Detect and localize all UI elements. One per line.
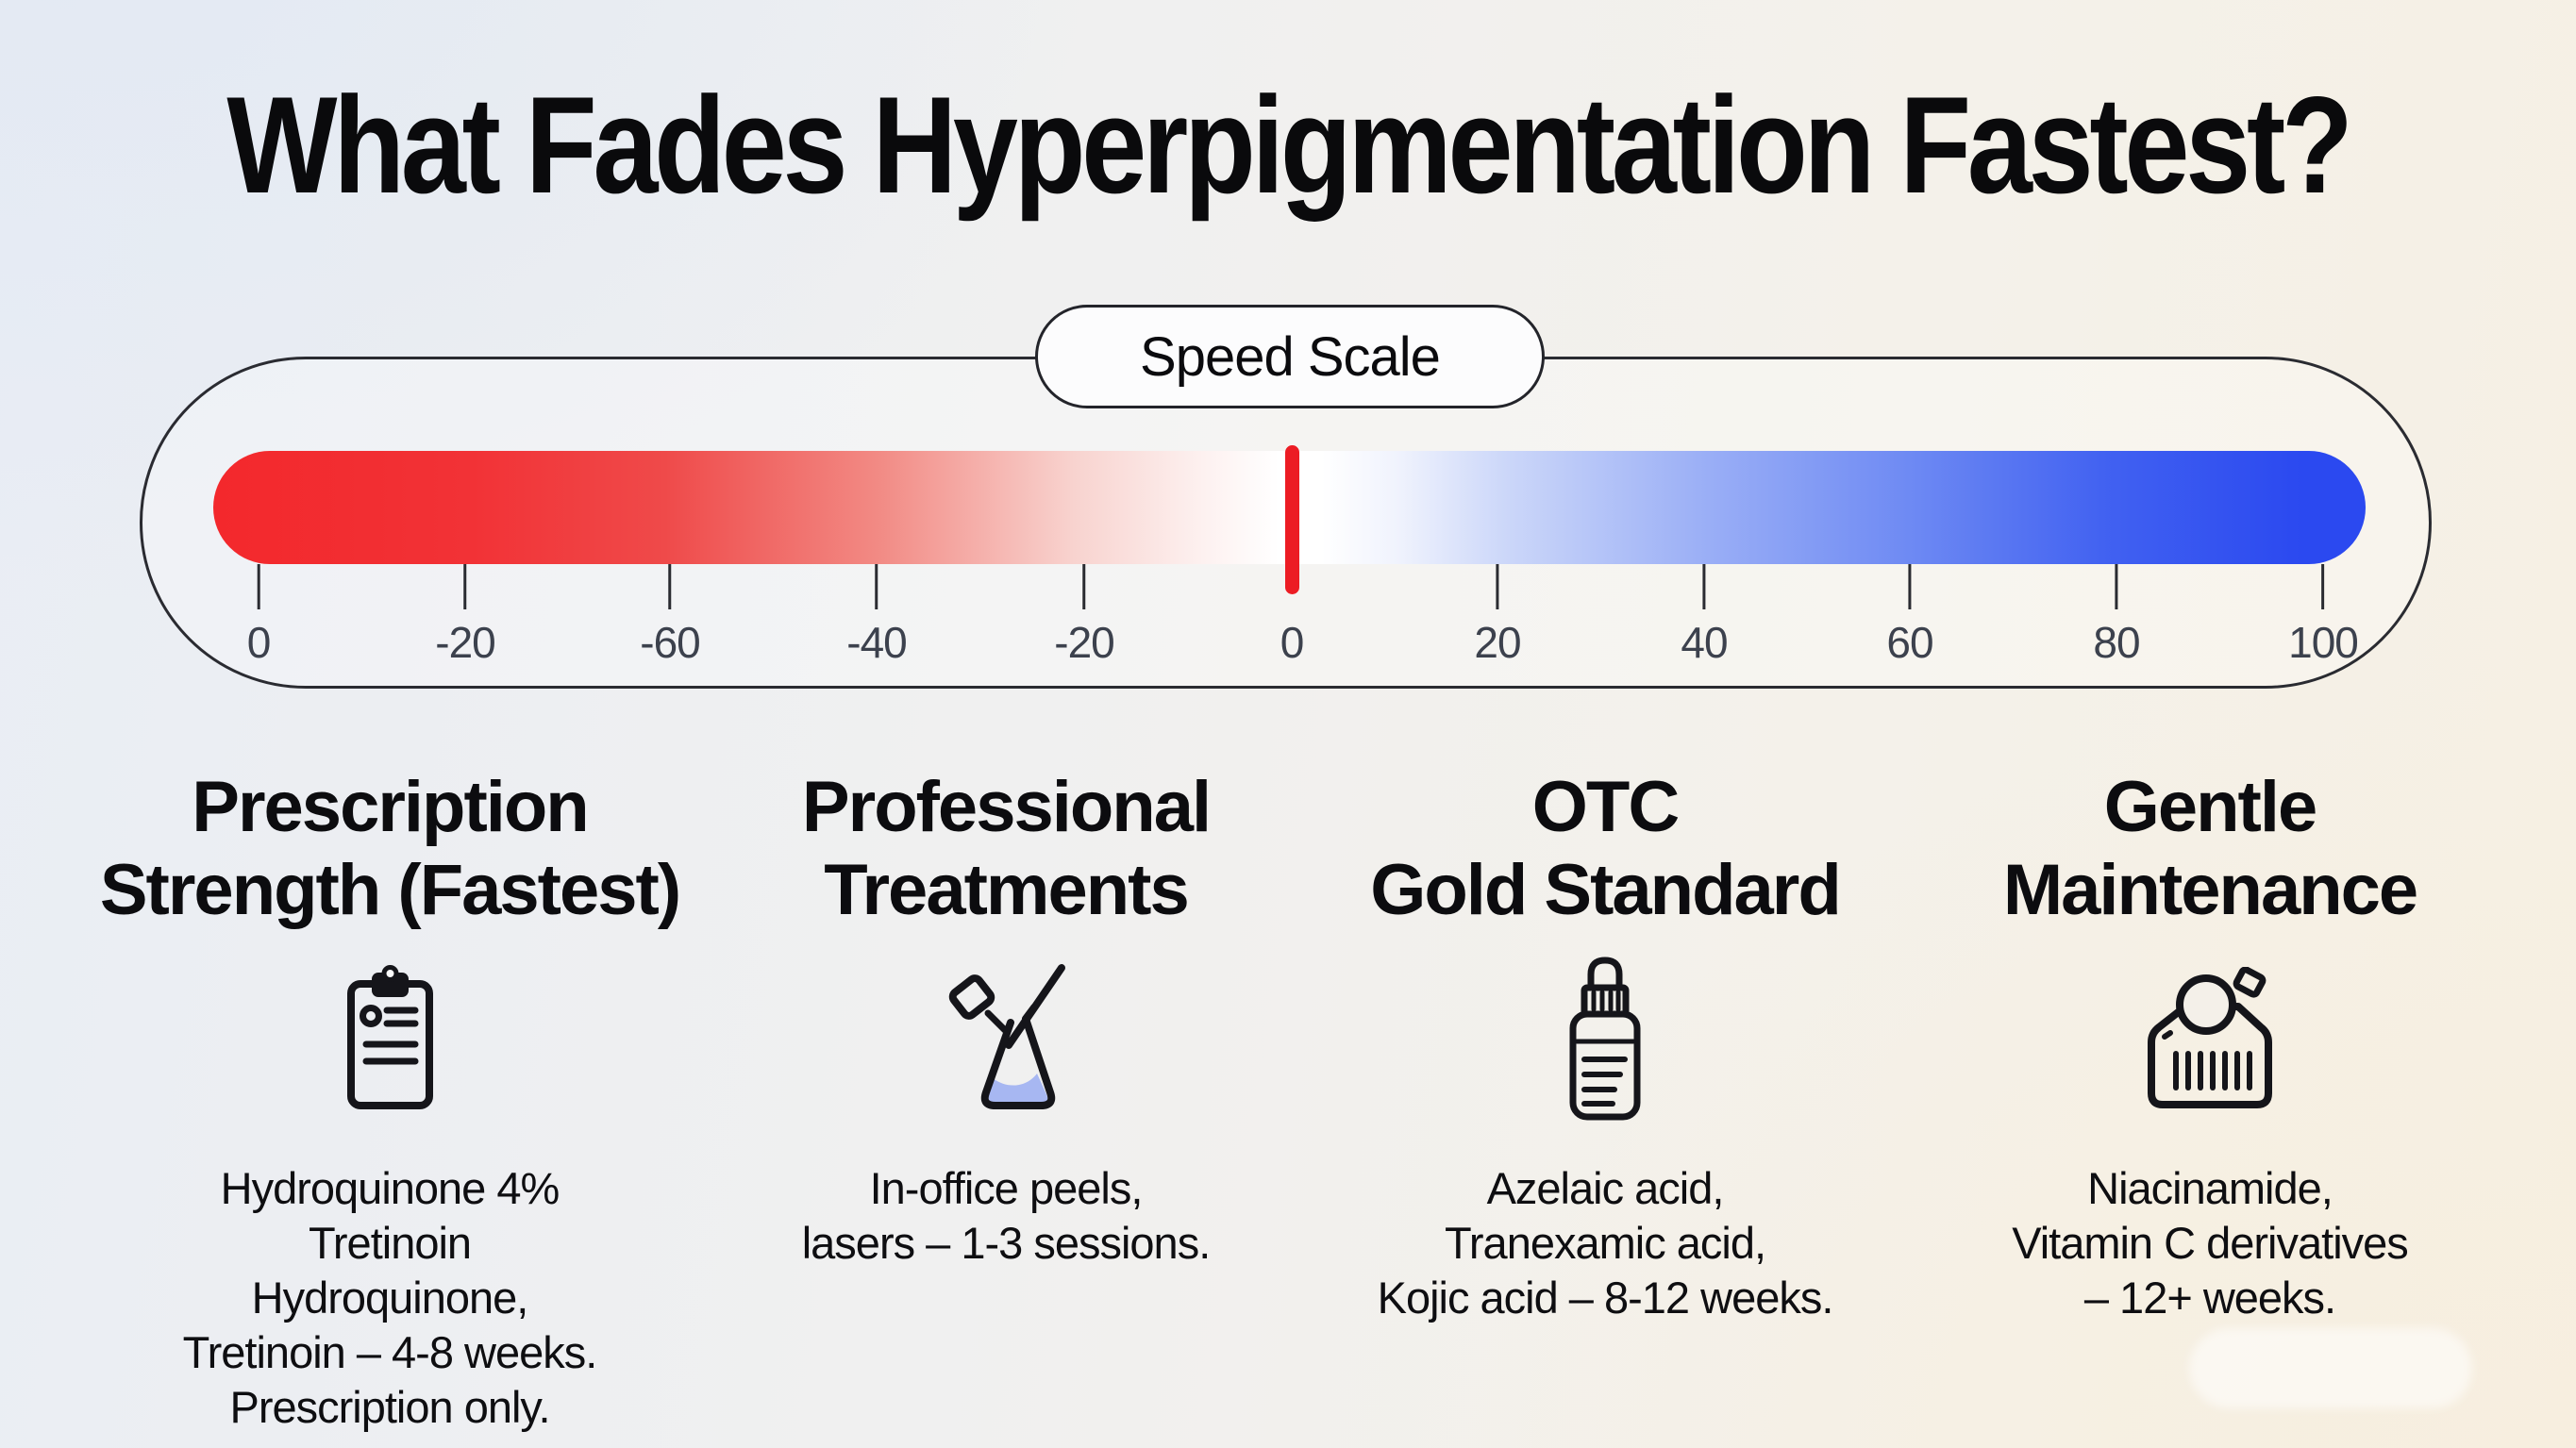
tick-line — [2321, 564, 2325, 609]
column-title-line1: Prescription — [192, 767, 589, 847]
body-line: Azelaic acid, — [1486, 1163, 1725, 1213]
tick-label: 40 — [1681, 618, 1728, 667]
tick-label: 20 — [1474, 618, 1521, 667]
speed-scale-label: Speed Scale — [1140, 325, 1441, 388]
column-title: Professional Treatments — [685, 766, 1327, 932]
tick-m20b: -20 — [1054, 564, 1115, 668]
tick-20: 20 — [1474, 564, 1522, 668]
tick-line — [1908, 564, 1912, 609]
tick-label: -20 — [1054, 618, 1114, 667]
column-body: Hydroquinone 4% Tretinoin Hydroquinone, … — [69, 1161, 711, 1435]
tick-60: 60 — [1886, 564, 1934, 668]
speed-scale-badge: Speed Scale — [1035, 305, 1545, 408]
column-body: Niacinamide, Vitamin C derivatives – 12+… — [1889, 1161, 2531, 1325]
jar-icon — [1889, 932, 2531, 1144]
body-line: Kojic acid – 8-12 weeks. — [1377, 1273, 1834, 1323]
flask-syringe-icon — [685, 932, 1327, 1144]
body-line: – 12+ weeks. — [2083, 1273, 2336, 1323]
faded-watermark — [2189, 1328, 2472, 1408]
column-professional: Professional Treatments In-office peels,… — [685, 766, 1327, 1271]
column-title-line2: Gold Standard — [1370, 850, 1842, 930]
tick-40: 40 — [1681, 564, 1729, 668]
tick-label: 0 — [1280, 618, 1305, 667]
tick-line — [1496, 564, 1499, 609]
body-line: Hydroquinone 4% — [220, 1163, 560, 1213]
page-title: What Fades Hyperpigmentation Fastest? — [226, 68, 2353, 222]
tick-label: 0 — [246, 618, 272, 667]
tick-m60: -60 — [640, 564, 701, 668]
column-title: Gentle Maintenance — [1889, 766, 2531, 932]
clipboard-icon — [69, 932, 711, 1144]
column-gentle: Gentle Maintenance Niacinamide, Vitamin … — [1889, 766, 2531, 1325]
body-line: Prescription only. — [229, 1382, 551, 1432]
body-line: lasers – 1-3 sessions. — [801, 1218, 1212, 1268]
dropper-bottle-icon — [1284, 932, 1926, 1144]
column-otc: OTC Gold Standard Azelaic acid, Tranexam — [1284, 766, 1926, 1325]
column-title: Prescription Strength (Fastest) — [69, 766, 711, 932]
tick-label: 80 — [2093, 618, 2140, 667]
zero-marker — [1285, 445, 1299, 594]
tick-80: 80 — [2093, 564, 2141, 668]
tick-label: 60 — [1886, 618, 1933, 667]
column-title-line1: OTC — [1531, 767, 1680, 847]
tick-line — [1702, 564, 1706, 609]
tick-line — [875, 564, 878, 609]
tick-100: 100 — [2288, 564, 2359, 668]
tick-line — [2115, 564, 2118, 609]
tick-line — [1082, 564, 1086, 609]
tick-line — [668, 564, 672, 609]
tick-label: -20 — [435, 618, 495, 667]
body-line: Niacinamide, — [2087, 1163, 2333, 1213]
column-title-line2: Treatments — [824, 850, 1190, 930]
body-line: Hydroquinone, — [251, 1273, 529, 1323]
tick-0a: 0 — [247, 564, 271, 668]
body-line: Tranexamic acid, — [1444, 1218, 1766, 1268]
tick-label: 100 — [2288, 618, 2359, 667]
column-title-line2: Maintenance — [2002, 850, 2418, 930]
tick-m40: -40 — [846, 564, 908, 668]
column-body: Azelaic acid, Tranexamic acid, Kojic aci… — [1284, 1161, 1926, 1325]
body-line: In-office peels, — [869, 1163, 1144, 1213]
column-prescription: Prescription Strength (Fastest) Hydroqui… — [69, 766, 711, 1435]
column-title: OTC Gold Standard — [1284, 766, 1926, 932]
column-title-line1: Professional — [801, 767, 1212, 847]
tick-m20a: -20 — [435, 564, 496, 668]
column-title-line1: Gentle — [2103, 767, 2318, 847]
body-line: Tretinoin — [308, 1218, 472, 1268]
column-title-line2: Strength (Fastest) — [99, 850, 681, 930]
tick-label: -40 — [846, 618, 907, 667]
tick-label: -60 — [640, 618, 700, 667]
tick-line — [257, 564, 260, 609]
body-line: Tretinoin – 4-8 weeks. — [182, 1327, 598, 1377]
tick-line — [463, 564, 467, 609]
tick-0-center: 0 — [1280, 564, 1305, 668]
column-body: In-office peels, lasers – 1-3 sessions. — [685, 1161, 1327, 1271]
body-line: Vitamin C derivatives — [2012, 1218, 2409, 1268]
